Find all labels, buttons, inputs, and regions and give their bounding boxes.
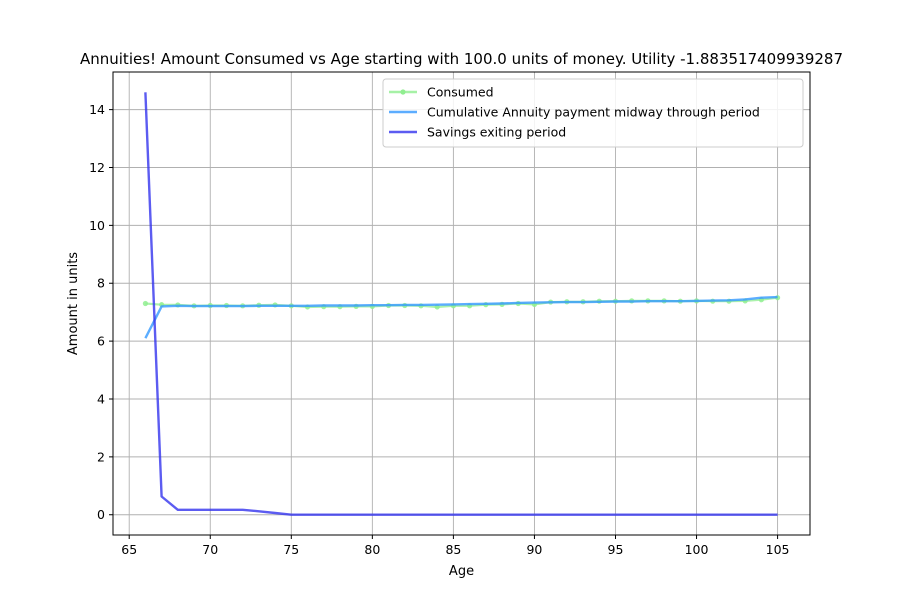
legend-box [382, 78, 804, 148]
legend-entry: Cumulative Annuity payment midway throug… [427, 105, 760, 120]
legend-entry: Savings exiting period [427, 125, 566, 140]
y-tick-label: 12 [89, 160, 105, 175]
x-axis: 65 70 75 80 85 90 95 100 105 [121, 535, 790, 557]
x-tick-label: 100 [685, 542, 709, 557]
x-tick-label: 65 [121, 542, 137, 557]
plot-frame [112, 71, 811, 536]
y-tick-label: 10 [89, 218, 105, 233]
x-tick-label: 90 [526, 542, 542, 557]
y-tick-label: 2 [97, 449, 105, 464]
x-axis-label: Age [449, 564, 474, 579]
x-tick-label: 80 [364, 542, 380, 557]
chart-title: Annuities! Amount Consumed vs Age starti… [80, 50, 843, 68]
y-tick-label: 6 [97, 334, 105, 349]
legend-entry: Consumed [427, 85, 494, 100]
y-tick-label: 0 [97, 507, 105, 522]
x-tick-label: 70 [202, 542, 218, 557]
series-line-2 [144, 92, 778, 516]
legend: Consumed Cumulative Annuity payment midwa… [382, 78, 804, 148]
x-tick-label: 105 [766, 542, 790, 557]
data-point [142, 300, 149, 307]
y-tick-label: 4 [97, 391, 105, 406]
x-tick-label: 85 [445, 542, 461, 557]
x-tick-label: 95 [608, 542, 624, 557]
y-axis: 0 2 4 6 8 10 12 14 [89, 102, 113, 522]
legend-marker [400, 89, 406, 95]
series-line-1 [144, 295, 778, 339]
y-tick-label: 14 [89, 102, 105, 117]
y-tick-label: 8 [97, 276, 105, 291]
y-axis-label: Amount in units [66, 252, 81, 355]
x-tick-label: 75 [283, 542, 299, 557]
series-layer [142, 92, 781, 516]
